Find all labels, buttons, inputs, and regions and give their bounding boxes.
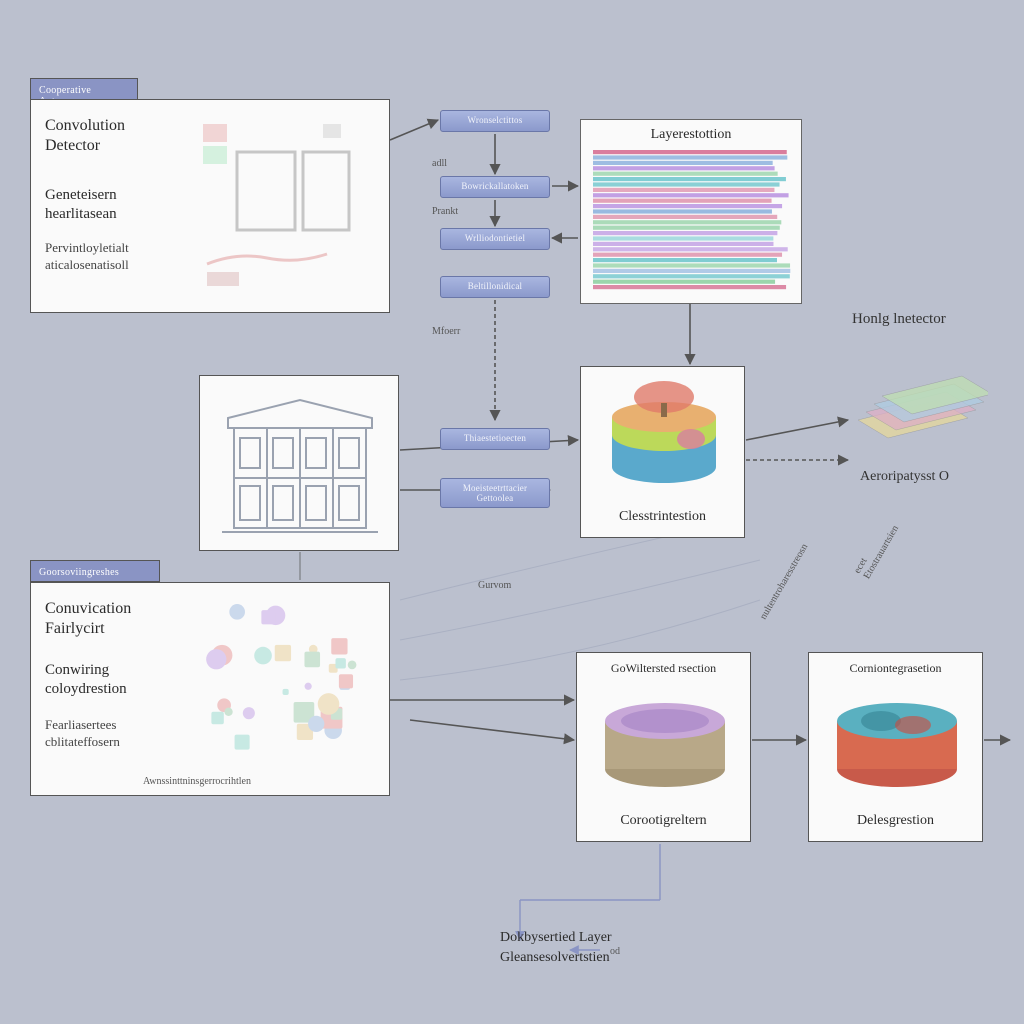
- heatmap-graphic: [593, 150, 791, 298]
- panel-topleft-body2: Pervintloyletialt aticalosenatisoll: [45, 240, 129, 274]
- panel-botleft: Conuvication Fairlycirt Conwiring coloyd…: [30, 582, 390, 796]
- vis-top-title: Layerestottion: [581, 126, 801, 144]
- flow-label-l4: Gurvom: [478, 580, 511, 591]
- bottom-label-1: Dokbysertied Layer: [500, 930, 612, 946]
- flow-box-f6: Moeisteetrttacier Gettoolea: [440, 478, 550, 508]
- flow-box-f2: Bowrickallatoken: [440, 176, 550, 198]
- cylinder-classification: [609, 381, 719, 491]
- panel-building: [199, 375, 399, 551]
- cylinder-conv: [601, 687, 729, 791]
- flow-box-f1: Wronselctittos: [440, 110, 550, 132]
- conv-section-title: GoWiltersted rsection: [577, 661, 750, 676]
- panel-botleft-footer: Awnssinttninsgerrocrihtlen: [143, 776, 251, 787]
- panel-botleft-title: Conuvication Fairlycirt: [45, 599, 131, 639]
- bottom-label-2: Gleansesolvertstien: [500, 950, 610, 966]
- panel-header-topleft: Cooperative Antenna: [30, 78, 138, 100]
- panel-classification: Clesstrintestion: [580, 366, 745, 538]
- panel-header-botleft: Goorsoviingreshes: [30, 560, 160, 582]
- panel-delegation: Corniontegrasetion Delesgrestion: [808, 652, 983, 842]
- panel-botleft-body2: Fearliasertees cblitateffosern: [45, 717, 120, 751]
- label-aero: Aeroripatysst O: [860, 468, 949, 486]
- flow-label-l3: Mfoerr: [432, 326, 460, 337]
- bottom-label-od: od: [610, 946, 620, 957]
- panel-vis-top: Layerestottion: [580, 119, 802, 304]
- thumbnail-frames: [203, 124, 373, 294]
- delegation-title: Corniontegrasetion: [809, 661, 982, 676]
- label-vert1: nultentroharesstreosn: [758, 542, 810, 622]
- panel-topleft-body1: Geneteisern hearlitasean: [45, 186, 117, 224]
- flow-label-l2: Prankt: [432, 206, 458, 217]
- panel-botleft-body1: Conwiring coloydrestion: [45, 661, 127, 699]
- panel-conv-section: GoWiltersted rsection Corootigreltern: [576, 652, 751, 842]
- scatter-graphic: [203, 603, 379, 763]
- label-hong: Honlg lnetector: [852, 310, 946, 329]
- cylinder-delegation: [833, 687, 961, 791]
- stack3d-graphic: [848, 360, 988, 460]
- flow-box-f5: Thiaestetioecten: [440, 428, 550, 450]
- label-vert2: ecet Etostrauartsien: [852, 518, 901, 581]
- flow-label-l1: adll: [432, 158, 447, 169]
- panel-topleft: Convolution Detector Geneteisern hearlit…: [30, 99, 390, 313]
- conv-section-sub: Corootigreltern: [577, 813, 750, 829]
- flow-box-f4: Beltillonidical: [440, 276, 550, 298]
- delegation-sub: Delesgrestion: [809, 813, 982, 829]
- classification-title: Clesstrintestion: [581, 509, 744, 525]
- building-graphic: [218, 388, 382, 540]
- panel-topleft-title: Convolution Detector: [45, 116, 125, 156]
- flow-box-f3: Wrlliodontietiel: [440, 228, 550, 250]
